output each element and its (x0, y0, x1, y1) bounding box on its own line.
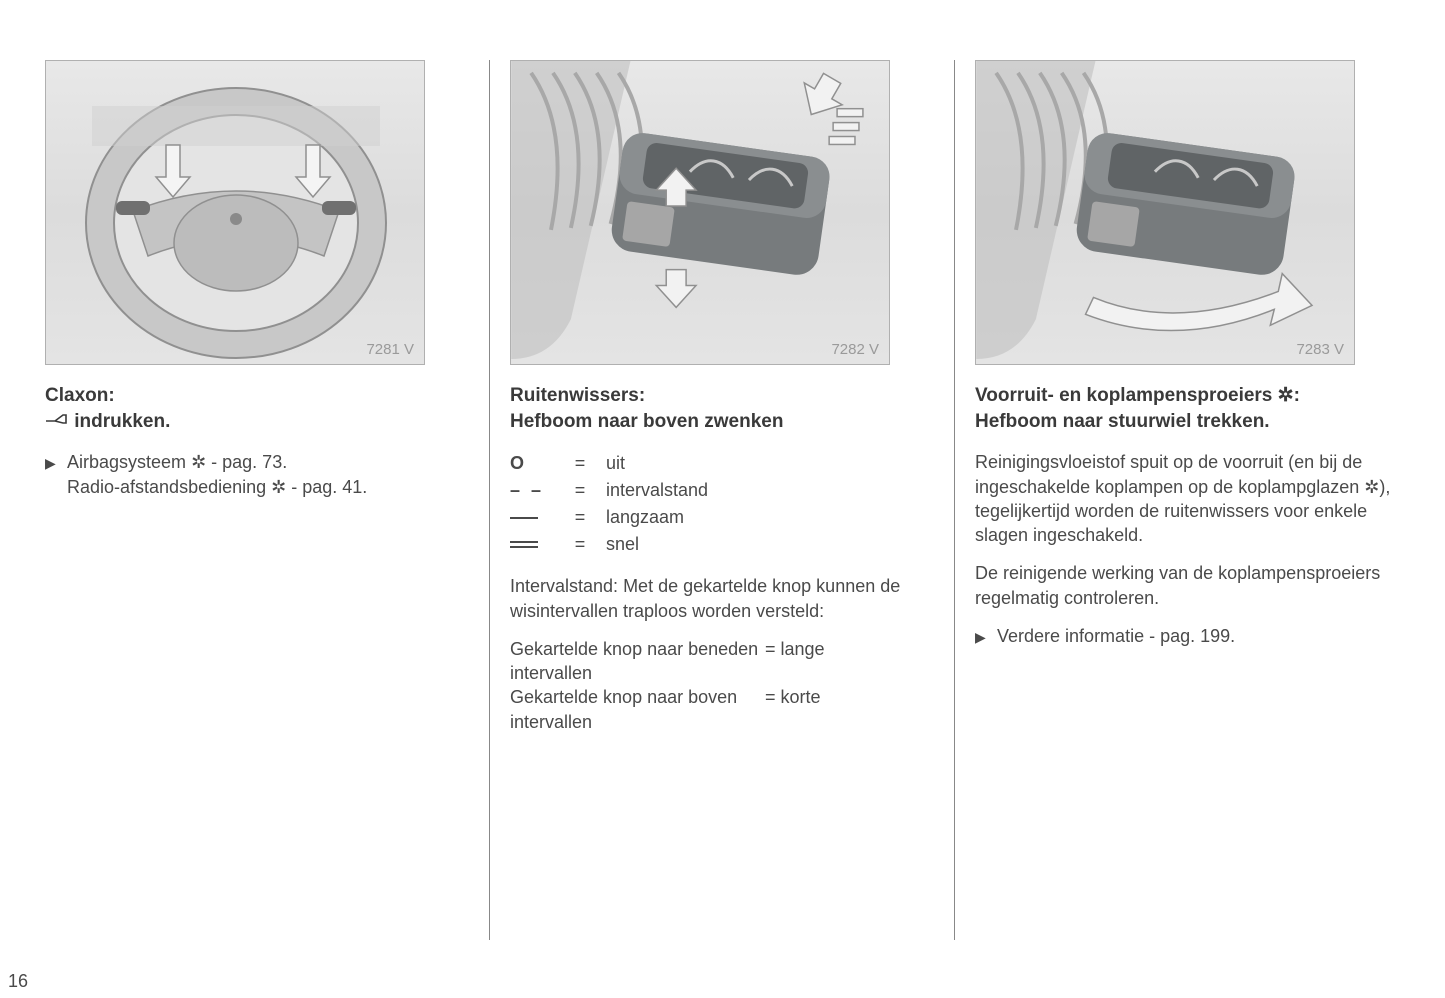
symbol-row-fast: = snel (510, 531, 935, 558)
heading-line1: Voorruit- en koplampensproeiers ✲: (975, 385, 1300, 406)
symbol-zero-icon: O (510, 450, 524, 477)
symbol-row-uit: O = uit (510, 450, 935, 477)
equals-sign: = (560, 450, 600, 477)
column-sproeiers: 7283 V Voorruit- en koplampensproeiers ✲… (975, 60, 1400, 953)
knurl-right: = korte (765, 685, 935, 709)
symbol-line-icon (510, 517, 538, 519)
knurl-left: Gekartelde knop naar beneden (510, 637, 765, 661)
symbol-double-line-icon (510, 541, 538, 548)
figure-wiper-lever-up: 7282 V (510, 60, 890, 365)
column-claxon: 7281 V Claxon: indrukken. ▶ Airbagsystee… (45, 60, 470, 953)
heading-line1: Claxon: (45, 385, 115, 406)
knurl-table: Gekartelde knop naar beneden= lange inte… (510, 637, 935, 734)
knurl-right (765, 661, 935, 685)
option-star-icon: ✲ (271, 475, 286, 500)
symbol-label: langzaam (600, 504, 935, 531)
figure-steering-wheel: 7281 V (45, 60, 425, 365)
heading-line2: Hefboom naar boven zwenken (510, 409, 935, 435)
heading-sproeiers: Voorruit- en koplampensproeiers ✲: Hefbo… (975, 383, 1400, 434)
symbol-row-interval: – – = intervalstand (510, 477, 935, 504)
bullet-airbag: ▶ Airbagsysteem ✲ - pag. 73. Radio-afsta… (45, 450, 470, 500)
symbol-label: uit (600, 450, 935, 477)
option-star-icon: ✲ (1364, 475, 1379, 499)
column-ruitenwissers: 7282 V Ruitenwissers: Hefboom naar boven… (510, 60, 935, 953)
figure-wiper-lever-pull: 7283 V (975, 60, 1355, 365)
knurl-left: intervallen (510, 661, 765, 685)
knurl-left: intervallen (510, 710, 765, 734)
symbol-label: snel (600, 531, 935, 558)
horn-icon (45, 410, 69, 433)
bullet-text: Verdere informatie - pag. 199. (997, 624, 1400, 649)
triangle-bullet-icon: ▶ (45, 454, 59, 474)
paragraph-1: Reinigingsvloeistof spuit op de voorruit… (975, 450, 1400, 547)
bullet-more-info: ▶ Verdere informatie - pag. 199. (975, 624, 1400, 649)
heading-line2: Hefboom naar stuurwiel trekken. (975, 409, 1400, 435)
para1-a: Reinigingsvloeistof spuit op de voorruit… (975, 452, 1364, 496)
knurl-left: Gekartelde knop naar boven (510, 685, 765, 709)
symbol-dashes-icon: – – (510, 477, 544, 504)
column-divider (489, 60, 490, 940)
symbol-row-slow: = langzaam (510, 504, 935, 531)
column-divider (954, 60, 955, 940)
wiper-symbol-table: O = uit – – = intervalstand = langzaam =… (510, 450, 935, 558)
bullet-text: Airbagsysteem (67, 452, 191, 472)
figure-label: 7282 V (831, 341, 879, 358)
equals-sign: = (560, 531, 600, 558)
equals-sign: = (560, 477, 600, 504)
page-columns: 7281 V Claxon: indrukken. ▶ Airbagsystee… (45, 60, 1400, 953)
page-number: 16 (8, 971, 28, 992)
heading-line2: indrukken. (74, 411, 170, 432)
steering-wheel-illustration (78, 71, 394, 359)
heading-claxon: Claxon: indrukken. (45, 383, 470, 434)
heading-ruitenwissers: Ruitenwissers: Hefboom naar boven zwenke… (510, 383, 935, 434)
equals-sign: = (560, 504, 600, 531)
bullet-text: - pag. 73. (206, 452, 287, 472)
symbol-label: intervalstand (600, 477, 935, 504)
bullet-text: Radio-afstandsbediening (67, 477, 271, 497)
triangle-bullet-icon: ▶ (975, 628, 989, 648)
paragraph-2: De reinigende werking van de koplampensp… (975, 561, 1400, 610)
bullet-text: - pag. 41. (286, 477, 367, 497)
knurl-right (765, 710, 935, 734)
washer-lever-illustration (976, 61, 1354, 364)
knurl-right: = lange (765, 637, 935, 661)
option-star-icon: ✲ (191, 450, 206, 475)
figure-label: 7281 V (366, 341, 414, 358)
heading-line1: Ruitenwissers: (510, 385, 645, 406)
wiper-lever-illustration (511, 61, 889, 364)
interval-paragraph: Intervalstand: Met de gekartelde knop ku… (510, 574, 935, 623)
figure-label: 7283 V (1296, 341, 1344, 358)
